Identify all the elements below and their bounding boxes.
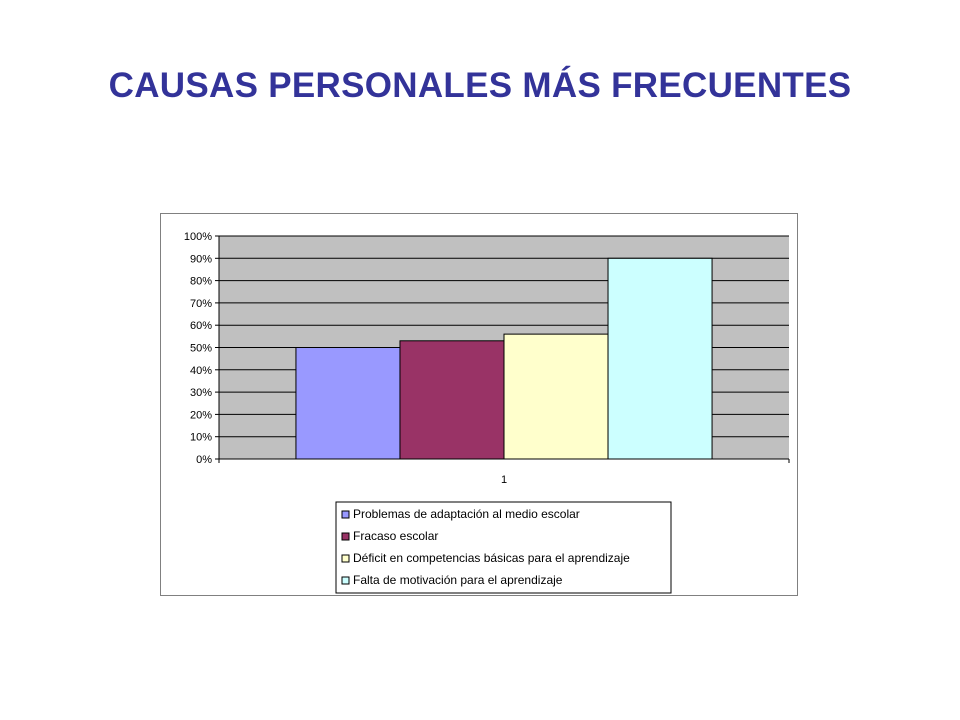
bar bbox=[295, 347, 401, 460]
y-tick-label: 50% bbox=[190, 343, 212, 355]
page-title: CAUSAS PERSONALES MÁS FRECUENTES bbox=[108, 66, 852, 105]
bar bbox=[399, 340, 505, 460]
bar-chart: 0% 10% 20% 30% 40% 50% 60% 70% 80% 90% 100% 1 Proble… bbox=[184, 231, 790, 594]
y-tick-label: 40% bbox=[190, 365, 212, 377]
x-tick-label: 1 bbox=[501, 474, 507, 486]
legend-label: Problemas de adaptación al medio escolar bbox=[353, 507, 580, 521]
legend-label: Falta de motivación para el aprendizaje bbox=[353, 573, 563, 587]
chart-area: 0% 10% 20% 30% 40% 50% 60% 70% 80% 90% 100% 1 Proble… bbox=[160, 213, 798, 596]
y-tick-label: 100% bbox=[184, 231, 212, 243]
y-tick-label: 70% bbox=[190, 298, 212, 310]
y-tick-label: 30% bbox=[190, 387, 212, 399]
legend bbox=[335, 501, 672, 594]
y-tick-label: 20% bbox=[190, 409, 212, 421]
bar bbox=[607, 257, 713, 460]
legend-label: Fracaso escolar bbox=[353, 529, 438, 543]
y-tick-label: 90% bbox=[190, 253, 212, 265]
legend-label: Déficit en competencias básicas para el … bbox=[353, 551, 630, 565]
bar bbox=[503, 333, 609, 460]
y-tick-label: 0% bbox=[196, 454, 212, 466]
legend-swatch bbox=[341, 554, 350, 563]
legend-swatch bbox=[341, 532, 350, 541]
y-tick-label: 80% bbox=[190, 276, 212, 288]
legend-swatch bbox=[341, 510, 350, 519]
y-tick-label: 10% bbox=[190, 432, 212, 444]
y-tick-label: 60% bbox=[190, 320, 212, 332]
legend-swatch bbox=[341, 576, 350, 585]
